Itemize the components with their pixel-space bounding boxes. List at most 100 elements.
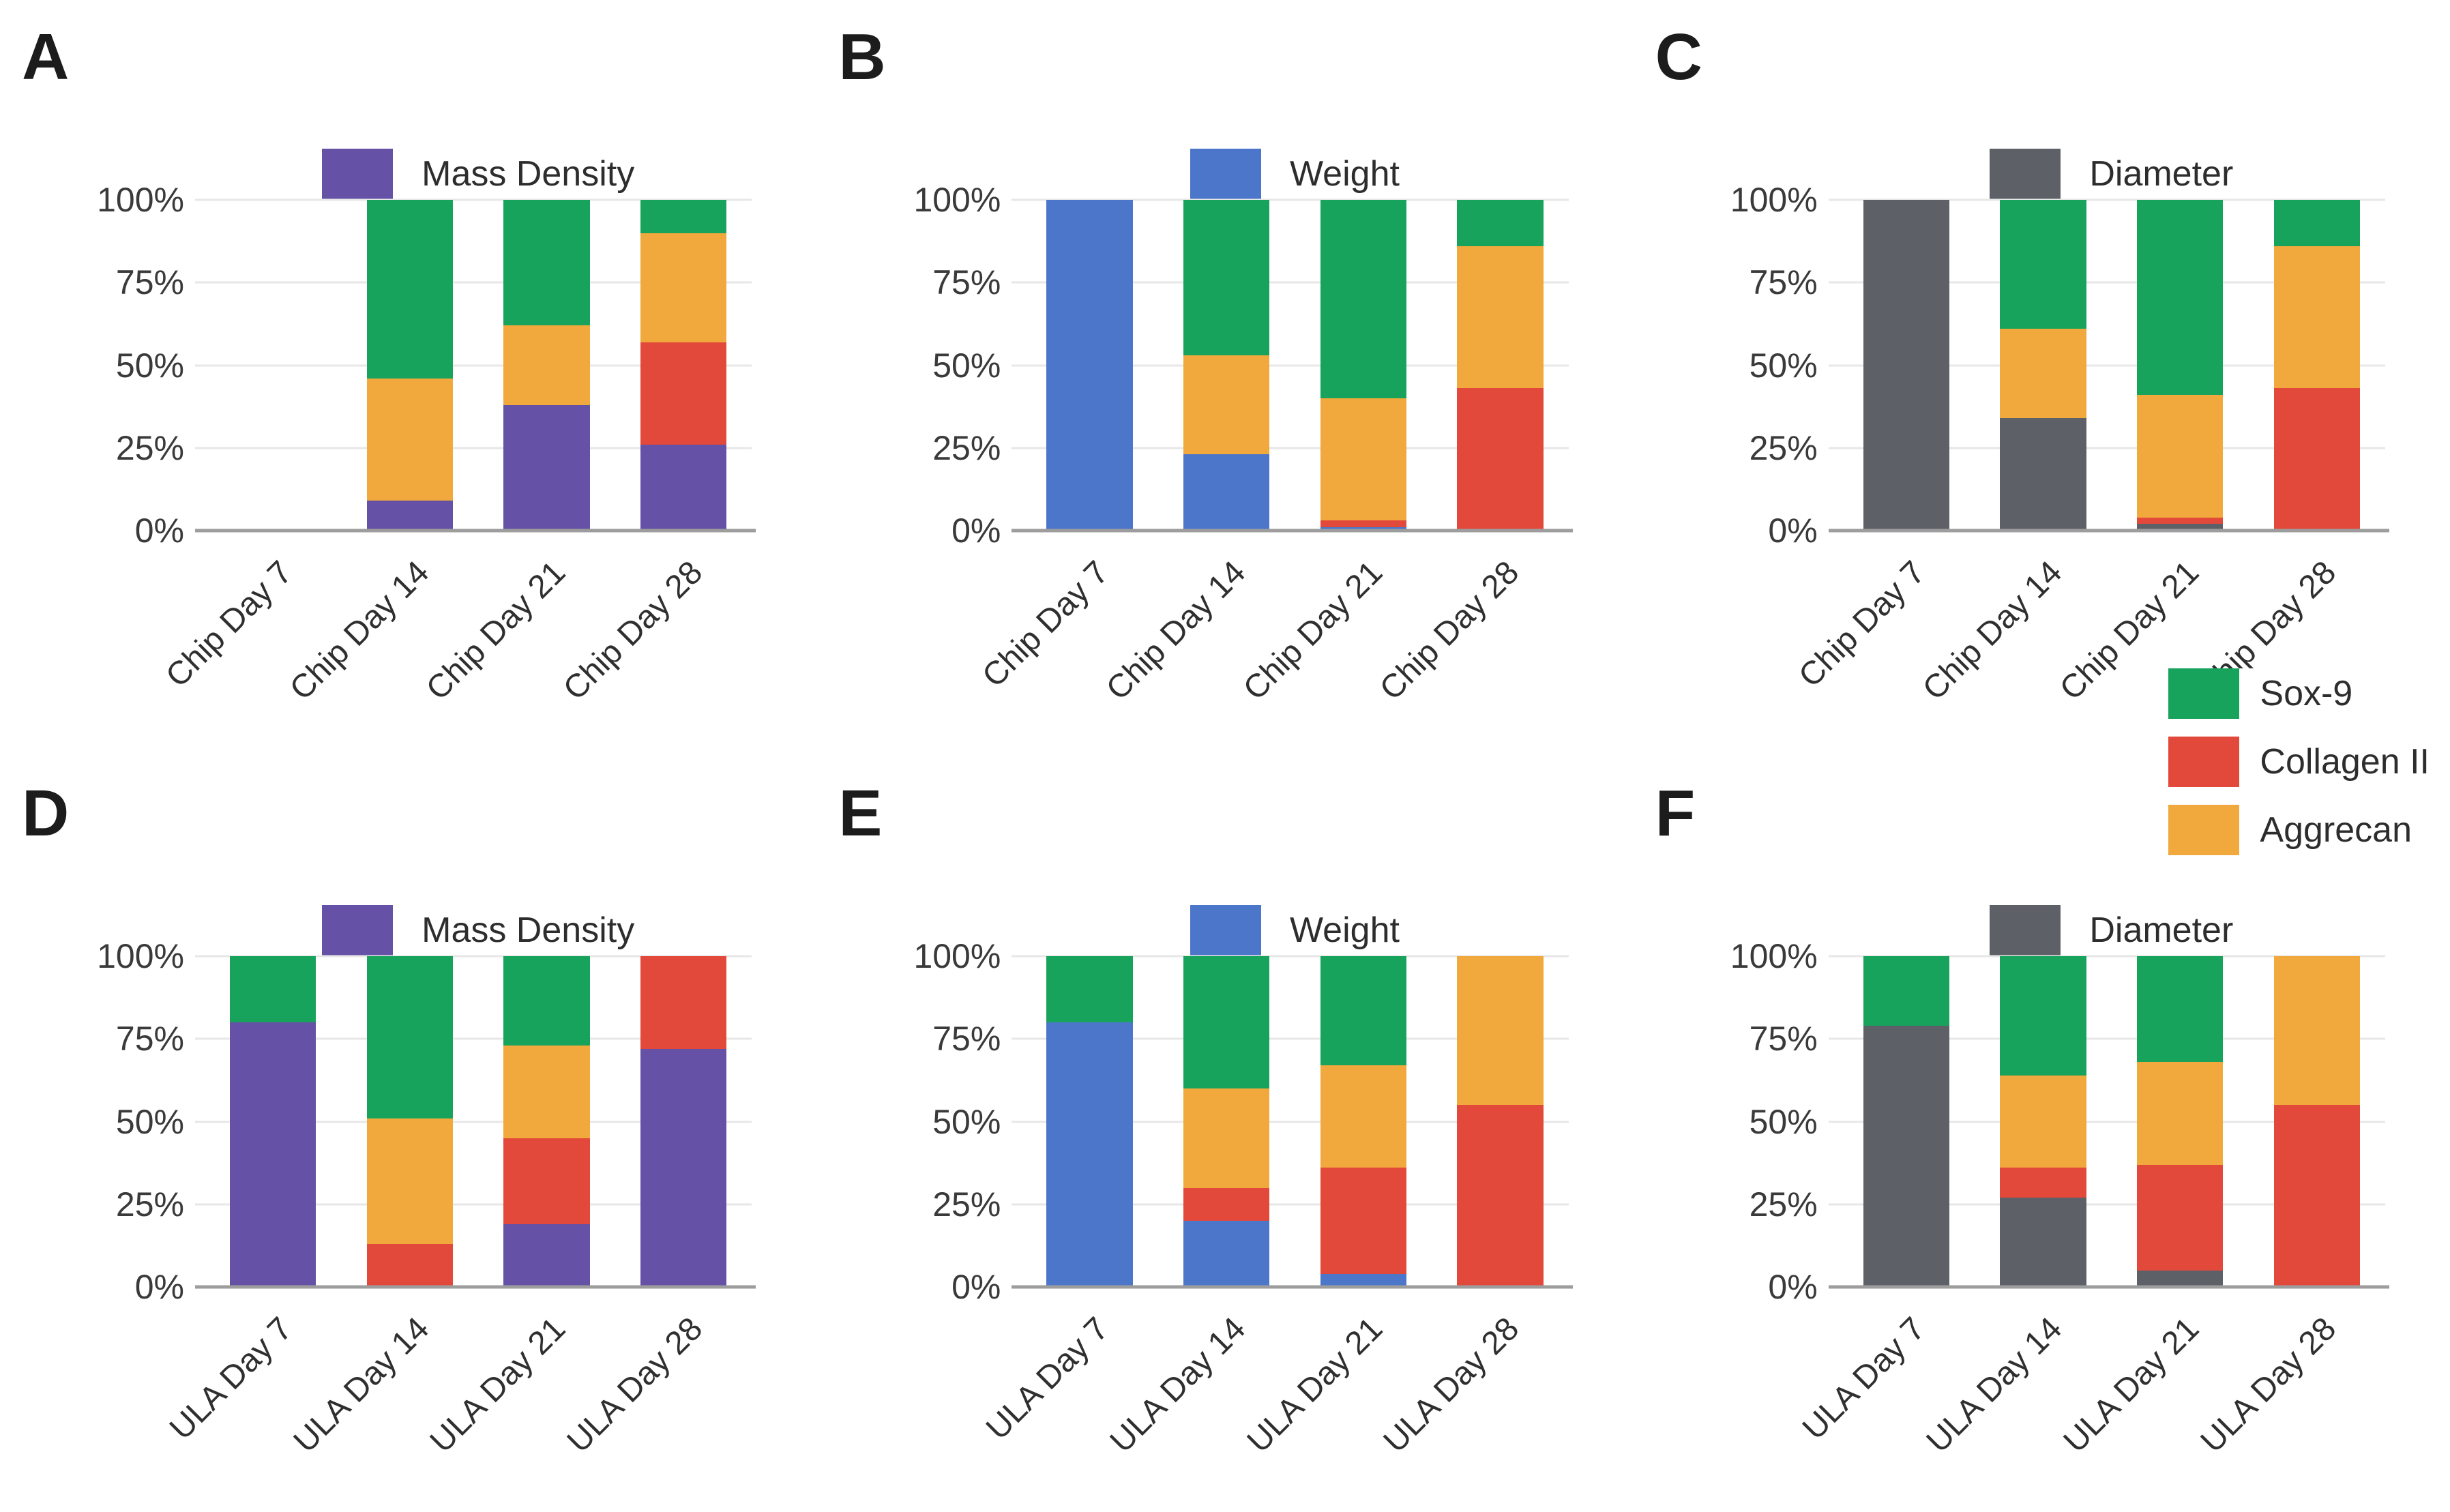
plot-area: 0% 25% 50% 75% 100% Chip Day 7 Chip Day 14 Chi… [97, 183, 756, 707]
stacked-bar [1046, 956, 1133, 1287]
plot-area: 0% 25% 50% 75% 100% ULA Day 7 ULA Day 14 ULA D… [1730, 939, 2389, 1459]
gridline [1828, 1121, 2385, 1123]
bar-segment-sox9 [2136, 956, 2224, 1063]
gridline [195, 281, 752, 284]
gridline [195, 1037, 752, 1040]
legend-label: Collagen II [2260, 742, 2430, 782]
y-tick-label: 75% [115, 263, 184, 302]
legend-swatch [2168, 805, 2240, 855]
bars [1021, 200, 1568, 531]
bar-slot [1975, 956, 2112, 1287]
bar-segment-collagen [366, 1243, 454, 1287]
bar-segment-aggrecan [1183, 1088, 1270, 1188]
bar-segment-diameter [2000, 418, 2086, 531]
x-tick-label: ULA Day 14 [1103, 1310, 1253, 1460]
bar-segment-aggrecan [2273, 956, 2360, 1106]
bar-segment-aggrecan [2273, 246, 2360, 389]
legend-swatch [2168, 737, 2240, 787]
x-tick-label: Chip Day 14 [1099, 554, 1253, 707]
bar-segment-aggrecan [2136, 395, 2224, 518]
y-tick-label: 25% [1749, 1185, 1818, 1224]
stacked-bar [640, 200, 727, 531]
bar-slot [1295, 956, 1432, 1287]
y-tick-label: 100% [1730, 181, 1818, 219]
bars [205, 956, 752, 1287]
bar-slot [2248, 200, 2385, 531]
panel-row-bottom: D Mass Density 0% 25% 50% 75% 100% ULA Day 7… [0, 756, 2450, 1512]
bar-segment-collagen [1457, 388, 1544, 531]
bar-segment-collagen [2136, 517, 2224, 524]
legend-swatch [322, 905, 394, 955]
bar-slot [478, 956, 615, 1287]
legend-swatch [1990, 149, 2061, 199]
bar-segment-collagen [1320, 520, 1406, 528]
gridline [1012, 281, 1569, 284]
bar-segment-aggrecan [2000, 1075, 2086, 1168]
y-tick-label: 50% [1749, 1102, 1818, 1141]
stacked-bar [230, 200, 316, 531]
legend-label: Sox-9 [2260, 674, 2353, 713]
bars [1838, 200, 2385, 531]
bar-slot [205, 200, 342, 531]
bar-slot [2112, 956, 2249, 1287]
legend-swatch [1190, 905, 1262, 955]
stacked-bar [2136, 200, 2224, 531]
bar-segment-sox9 [1183, 956, 1270, 1088]
bar-slot [1432, 200, 1569, 531]
stacked-bar [2273, 956, 2360, 1287]
gridline [195, 955, 752, 958]
bar-segment-mass_density [640, 444, 727, 531]
axis-baseline [1012, 529, 1573, 533]
bar-segment-weight [1320, 1273, 1406, 1287]
gridline [1828, 364, 2385, 366]
panel-letter: F [1655, 777, 1696, 850]
y-tick-label: 100% [97, 181, 184, 219]
gridline [1012, 1037, 1569, 1040]
bar-slot [2112, 200, 2249, 531]
stacked-bar [1457, 200, 1544, 531]
bars [1838, 956, 2385, 1287]
gridline [1012, 955, 1569, 958]
bar-segment-sox9 [1046, 956, 1133, 1022]
bar-segment-aggrecan [503, 325, 590, 405]
bar-segment-collagen [1320, 1168, 1406, 1274]
y-tick-label: 25% [1749, 428, 1818, 467]
gridline [195, 364, 752, 366]
bar-segment-sox9 [1863, 956, 1950, 1026]
y-tick-label: 50% [115, 346, 184, 385]
x-tick-label: ULA Day 7 [1796, 1310, 1933, 1447]
x-tick-label: Chip Day 14 [1916, 554, 2069, 707]
bar-segment-sox9 [366, 956, 454, 1118]
x-tick-label: ULA Day 21 [424, 1310, 573, 1460]
bar-segment-aggrecan [503, 1045, 590, 1138]
y-tick-label: 25% [115, 1185, 184, 1224]
panel-legend: Weight [1021, 905, 1568, 955]
x-axis-labels: ULA Day 7 ULA Day 14 ULA Day 21 ULA Day 28 [979, 1287, 1568, 1512]
bar-segment-aggrecan [1320, 1065, 1406, 1168]
bar-segment-sox9 [1457, 200, 1544, 246]
legend-label: Aggrecan [2260, 810, 2412, 850]
bar-segment-sox9 [2136, 200, 2224, 396]
y-tick-label: 75% [932, 1020, 1001, 1058]
axis-baseline [1828, 1285, 2389, 1289]
panel-f: F Diameter 0% 25% 50% 75% 100% ULA Day 7 ULA … [1634, 756, 2450, 1512]
gridline [1828, 198, 2385, 201]
panel-letter: A [22, 20, 70, 93]
x-axis-labels: ULA Day 7 ULA Day 14 ULA Day 21 ULA Day 28 [163, 1287, 752, 1512]
panel-b: B Weight 0% 25% 50% 75% 100% Chip Day 7 Chip … [816, 0, 1633, 756]
bar-segment-aggrecan [640, 233, 727, 342]
y-tick-label: 0% [134, 1268, 184, 1306]
panel-legend: Diameter [1838, 149, 2385, 199]
x-tick-label: ULA Day 14 [286, 1310, 437, 1460]
bar-segment-collagen [2273, 388, 2360, 531]
panel-legend: Diameter [1838, 905, 2385, 955]
gridline [195, 198, 752, 201]
bar-segment-aggrecan [2136, 1062, 2224, 1165]
bar-slot [478, 200, 615, 531]
y-tick-label: 0% [1768, 1268, 1818, 1306]
y-tick-label: 100% [913, 181, 1001, 219]
panel-letter: D [22, 777, 70, 850]
bar-segment-mass_density [503, 1224, 590, 1287]
x-tick-label: Chip Day 7 [1792, 554, 1933, 695]
bar-slot [342, 200, 479, 531]
